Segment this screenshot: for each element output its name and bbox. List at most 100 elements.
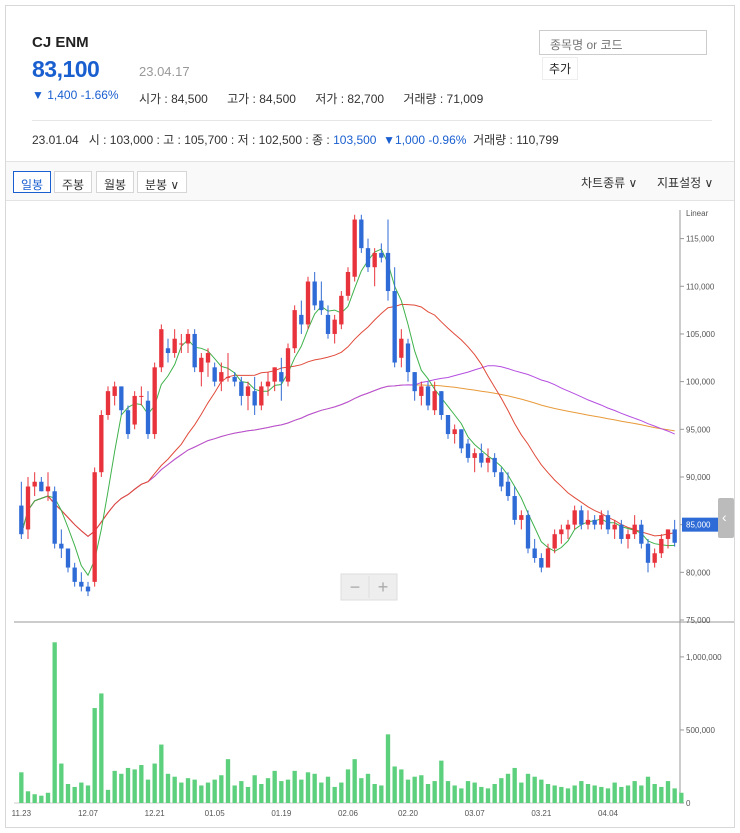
candle-body — [119, 386, 124, 411]
volume-bar — [439, 760, 444, 803]
candle-body — [659, 538, 664, 554]
volume-bar — [385, 734, 391, 803]
volume-bar — [332, 786, 337, 803]
candle-body — [219, 372, 224, 382]
add-stock-button[interactable]: 추가 — [542, 57, 579, 80]
x-tick-label: 02.20 — [398, 809, 419, 818]
candle-body — [99, 415, 104, 473]
candle-body — [279, 372, 284, 382]
candle-body — [159, 329, 164, 368]
candle-body — [239, 381, 244, 396]
header-divider — [32, 120, 712, 121]
tab-weekly[interactable]: 주봉 — [54, 171, 93, 193]
x-tick-label: 12.07 — [78, 809, 99, 818]
volume-bar — [559, 786, 564, 803]
tab-monthly[interactable]: 월봉 — [96, 171, 135, 193]
candle-body — [599, 515, 604, 525]
volume-bar — [345, 769, 351, 803]
volume-bar — [165, 773, 171, 803]
volume-tick-label: 500,000 — [686, 726, 715, 735]
current-price: 83,100 — [32, 56, 100, 82]
volume-bar — [179, 782, 184, 803]
candle-body — [192, 333, 197, 368]
candle-body — [639, 524, 644, 544]
volume-bar — [525, 773, 531, 803]
candle-body — [432, 391, 437, 411]
volume-bar — [532, 776, 537, 803]
candle-body — [379, 252, 384, 258]
volume-bar — [39, 795, 44, 803]
collapse-handle — [718, 498, 734, 538]
candle-body — [145, 400, 151, 435]
candle-body — [112, 386, 117, 396]
chart-toolbar: 일봉 주봉 월봉 분봉 ∨ 차트종류 ∨ 지표설정 ∨ — [6, 161, 734, 201]
price-date: 23.04.17 — [139, 64, 190, 79]
tab-minute[interactable]: 분봉 ∨ — [137, 171, 188, 193]
volume-bar — [639, 785, 644, 803]
volume-bar — [612, 782, 617, 803]
volume-bar — [585, 784, 591, 803]
candle-body — [132, 395, 137, 425]
candle-body — [125, 410, 131, 435]
volume-bar — [679, 792, 684, 803]
candle-body — [352, 219, 357, 277]
volume-bar — [425, 784, 431, 803]
candle-body — [285, 348, 291, 382]
candle-body — [332, 319, 337, 334]
candle-body — [212, 367, 217, 382]
volume-bar — [565, 788, 571, 803]
volume-bar — [665, 781, 671, 803]
volume-bar — [285, 779, 291, 803]
volume-bar — [45, 792, 51, 803]
candle-body — [592, 519, 597, 525]
high-price: 고가 : 84,500 — [227, 92, 296, 106]
indicator-settings-dropdown[interactable]: 지표설정 ∨ — [657, 176, 714, 190]
candle-body — [672, 529, 677, 543]
volume-bar — [632, 781, 637, 803]
x-tick-label: 01.05 — [205, 809, 226, 818]
candle-body — [299, 314, 304, 325]
price-tick-label: 110,000 — [686, 282, 715, 291]
candle-body — [152, 367, 157, 435]
candle-body — [545, 548, 551, 568]
candle-body — [419, 386, 424, 396]
volume-bar — [152, 763, 157, 803]
volume-bar — [445, 781, 451, 803]
volume-bar — [339, 782, 344, 803]
candle-body — [292, 310, 297, 349]
tab-daily[interactable]: 일봉 — [13, 171, 52, 193]
candle-body — [612, 524, 617, 530]
volume-bar — [452, 785, 457, 803]
x-tick-label: 02.06 — [338, 809, 359, 818]
volume-bar — [672, 788, 677, 803]
stock-chart[interactable]: Linear 115,000 110,000 105,000 100,000 95,000… — [6, 202, 734, 827]
volume-bar — [619, 786, 624, 803]
candle-body — [85, 586, 91, 592]
candle-body — [59, 543, 64, 549]
chart-type-dropdown[interactable]: 차트종류 ∨ — [581, 176, 638, 190]
volume-bar — [432, 781, 437, 803]
volume-bar — [505, 773, 511, 803]
volume-bar — [112, 770, 117, 803]
candle-body — [392, 291, 397, 363]
x-tick-label: 04.04 — [598, 809, 619, 818]
price-tick-label: 80,000 — [686, 568, 711, 577]
candle-body — [165, 348, 171, 354]
stock-search-input[interactable] — [539, 30, 707, 55]
volume-bar — [25, 791, 31, 803]
volume-bar — [272, 770, 277, 803]
volume-bar — [539, 779, 544, 803]
candle-body — [665, 529, 671, 539]
candle-body — [19, 505, 24, 535]
volume-bar — [252, 775, 257, 803]
candle-body — [485, 457, 491, 463]
current-price-badge — [682, 517, 726, 532]
x-tick-label: 03.07 — [465, 809, 486, 818]
volume-bar — [392, 766, 397, 803]
hover-close: 103,500 — [333, 133, 377, 147]
volume-bar — [65, 784, 71, 803]
candle-body — [539, 558, 544, 568]
volume-bar — [19, 772, 24, 803]
volume-bar — [245, 786, 251, 803]
price-tick-label: 75,000 — [686, 616, 711, 625]
